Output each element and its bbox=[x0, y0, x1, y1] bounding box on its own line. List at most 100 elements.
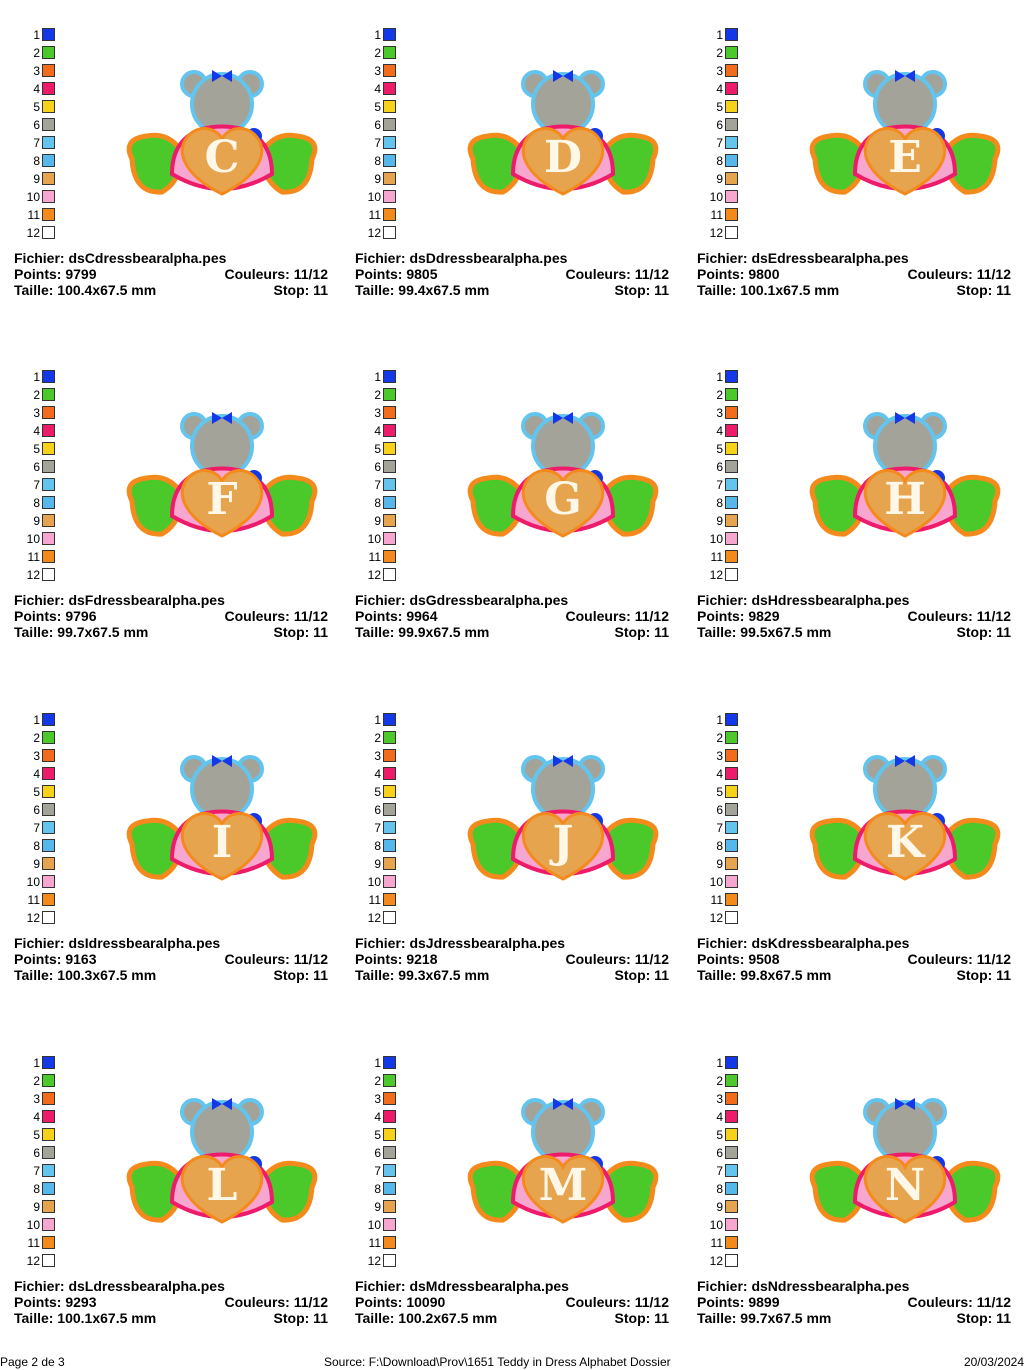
palette-entry: 12 bbox=[14, 911, 55, 929]
design-card: 1 2 3 4 5 6 7 8 9 10 11 12 I Fichier: dsIdressbearalp… bbox=[14, 713, 334, 1013]
palette-number: 11 bbox=[27, 208, 40, 222]
palette-entry: 11 bbox=[14, 1236, 55, 1254]
teddy-bear-embroidery-preview: I bbox=[126, 755, 318, 881]
palette-number: 4 bbox=[374, 767, 381, 781]
color-count: Couleurs: 11/12 bbox=[224, 951, 329, 967]
palette-number: 7 bbox=[33, 478, 40, 492]
stitch-points: Points: 9964 bbox=[355, 608, 438, 624]
palette-number: 12 bbox=[709, 568, 723, 582]
palette-entry: 6 bbox=[14, 118, 55, 136]
stop-count: Stop: 11 bbox=[956, 282, 1011, 298]
palette-number: 6 bbox=[33, 1146, 40, 1160]
palette-number: 1 bbox=[716, 28, 723, 42]
design-size: Taille: 100.1x67.5 mm bbox=[697, 282, 840, 298]
color-swatch bbox=[383, 28, 396, 41]
palette-number: 3 bbox=[374, 1092, 381, 1106]
palette-number: 12 bbox=[367, 911, 381, 925]
color-count: Couleurs: 11/12 bbox=[565, 951, 670, 967]
palette-entry: 5 bbox=[355, 785, 396, 803]
palette-entry: 3 bbox=[697, 749, 738, 767]
color-swatch bbox=[725, 731, 738, 744]
palette-entry: 9 bbox=[355, 514, 396, 532]
palette-entry: 5 bbox=[355, 100, 396, 118]
stitch-points: Points: 9293 bbox=[14, 1294, 97, 1310]
color-count: Couleurs: 11/12 bbox=[224, 608, 329, 624]
design-card: 1 2 3 4 5 6 7 8 9 10 11 12 L Fichier: dsLdressbearalp… bbox=[14, 1056, 334, 1356]
design-card: 1 2 3 4 5 6 7 8 9 10 11 12 F Fichier: dsFdressbearalp… bbox=[14, 370, 334, 670]
color-swatch bbox=[42, 1110, 55, 1123]
color-count: Couleurs: 11/12 bbox=[565, 1294, 670, 1310]
palette-entry: 1 bbox=[355, 28, 396, 46]
color-swatch bbox=[383, 893, 396, 906]
palette-number: 8 bbox=[374, 496, 381, 510]
design-info: Fichier: dsCdressbearalpha.pes Points: 97… bbox=[14, 250, 328, 298]
palette-entry: 9 bbox=[355, 857, 396, 875]
palette-number: 6 bbox=[716, 1146, 723, 1160]
color-swatch bbox=[42, 731, 55, 744]
palette-entry: 8 bbox=[697, 496, 738, 514]
palette-entry: 11 bbox=[14, 893, 55, 911]
palette-entry: 3 bbox=[355, 64, 396, 82]
palette-number: 9 bbox=[374, 172, 381, 186]
color-swatch bbox=[725, 749, 738, 762]
color-swatch bbox=[725, 28, 738, 41]
color-swatch bbox=[383, 785, 396, 798]
color-swatch bbox=[725, 370, 738, 383]
color-swatch bbox=[383, 731, 396, 744]
palette-entry: 2 bbox=[355, 46, 396, 64]
color-swatch bbox=[383, 496, 396, 509]
color-swatch bbox=[42, 1092, 55, 1105]
color-swatch bbox=[42, 154, 55, 167]
design-card: 1 2 3 4 5 6 7 8 9 10 11 12 E Fichier: dsEdressbearalp… bbox=[697, 28, 1017, 328]
color-swatch bbox=[383, 803, 396, 816]
color-swatch bbox=[383, 1254, 396, 1267]
palette-entry: 10 bbox=[697, 190, 738, 208]
palette-number: 11 bbox=[368, 550, 381, 564]
design-letter: L bbox=[207, 1160, 238, 1211]
palette-number: 12 bbox=[709, 911, 723, 925]
color-swatch bbox=[725, 839, 738, 852]
palette-number: 3 bbox=[716, 749, 723, 763]
color-swatch bbox=[42, 28, 55, 41]
palette-entry: 7 bbox=[355, 478, 396, 496]
palette-number: 1 bbox=[33, 370, 40, 384]
palette-entry: 10 bbox=[14, 1218, 55, 1236]
palette-entry: 8 bbox=[14, 1182, 55, 1200]
palette-number: 11 bbox=[710, 550, 723, 564]
palette-entry: 8 bbox=[697, 154, 738, 172]
palette-entry: 10 bbox=[697, 532, 738, 550]
palette-entry: 4 bbox=[355, 424, 396, 442]
design-size: Taille: 100.2x67.5 mm bbox=[355, 1310, 498, 1326]
palette-entry: 2 bbox=[355, 388, 396, 406]
teddy-bear-embroidery-preview: F bbox=[126, 412, 318, 538]
palette-number: 12 bbox=[26, 911, 40, 925]
palette-number: 8 bbox=[716, 839, 723, 853]
palette-number: 6 bbox=[716, 460, 723, 474]
palette-entry: 1 bbox=[697, 370, 738, 388]
palette-number: 5 bbox=[33, 1128, 40, 1142]
color-swatch bbox=[42, 460, 55, 473]
color-swatch bbox=[42, 911, 55, 924]
palette-entry: 4 bbox=[14, 82, 55, 100]
palette-number: 6 bbox=[374, 1146, 381, 1160]
palette-entry: 3 bbox=[14, 64, 55, 82]
color-swatch bbox=[383, 208, 396, 221]
palette-number: 1 bbox=[374, 1056, 381, 1070]
color-count: Couleurs: 11/12 bbox=[224, 1294, 329, 1310]
palette-number: 5 bbox=[716, 1128, 723, 1142]
color-swatch bbox=[383, 136, 396, 149]
palette-number: 2 bbox=[33, 388, 40, 402]
palette-entry: 2 bbox=[355, 731, 396, 749]
palette-number: 5 bbox=[374, 100, 381, 114]
palette-number: 2 bbox=[374, 46, 381, 60]
palette-number: 10 bbox=[367, 875, 381, 889]
color-swatch bbox=[42, 190, 55, 203]
color-swatch bbox=[42, 370, 55, 383]
palette-entry: 12 bbox=[14, 1254, 55, 1272]
color-swatch bbox=[42, 514, 55, 527]
palette-entry: 6 bbox=[697, 460, 738, 478]
palette-entry: 5 bbox=[697, 442, 738, 460]
palette-entry: 11 bbox=[697, 550, 738, 568]
palette-number: 9 bbox=[716, 1200, 723, 1214]
palette-entry: 3 bbox=[355, 749, 396, 767]
